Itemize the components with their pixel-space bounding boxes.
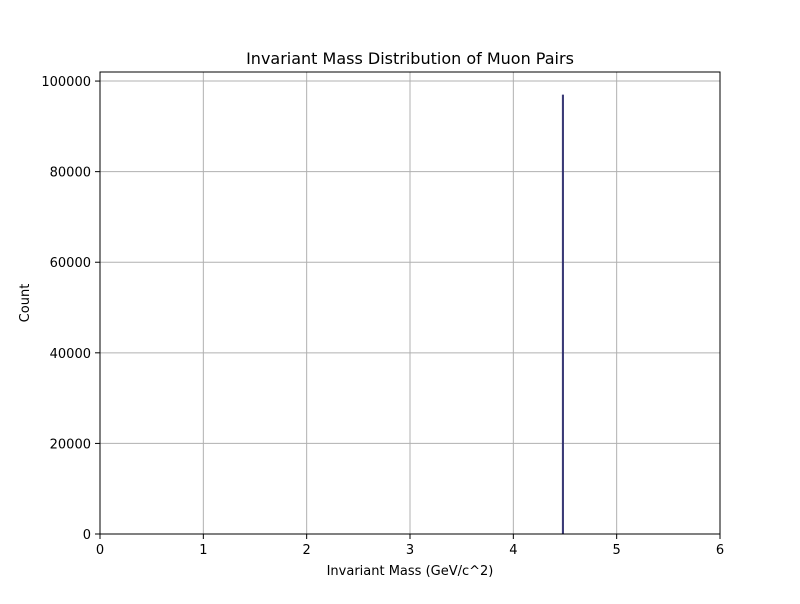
x-tick-label: 4 xyxy=(509,543,517,558)
y-axis-ticks: 0 20000 40000 60000 80000 100000 xyxy=(41,75,100,543)
x-axis-label: Invariant Mass (GeV/c^2) xyxy=(327,564,494,579)
x-tick-label: 3 xyxy=(406,543,414,558)
x-tick-label: 0 xyxy=(96,543,104,558)
y-axis-label: Count xyxy=(18,284,33,323)
y-tick-label: 100000 xyxy=(41,75,91,90)
y-tick-label: 0 xyxy=(83,528,91,543)
x-tick-label: 1 xyxy=(199,543,207,558)
grid-lines xyxy=(99,72,721,535)
y-tick-label: 40000 xyxy=(50,347,91,362)
y-tick-label: 60000 xyxy=(50,256,91,271)
y-tick-label: 80000 xyxy=(50,166,91,181)
chart-title: Invariant Mass Distribution of Muon Pair… xyxy=(246,49,574,68)
histogram-bar xyxy=(561,94,564,534)
x-tick-label: 2 xyxy=(303,543,311,558)
x-axis-ticks: 0 1 2 3 4 5 6 xyxy=(96,534,724,558)
x-tick-label: 5 xyxy=(613,543,621,558)
y-tick-label: 20000 xyxy=(50,437,91,452)
x-tick-label: 6 xyxy=(716,543,724,558)
bars xyxy=(561,94,564,534)
